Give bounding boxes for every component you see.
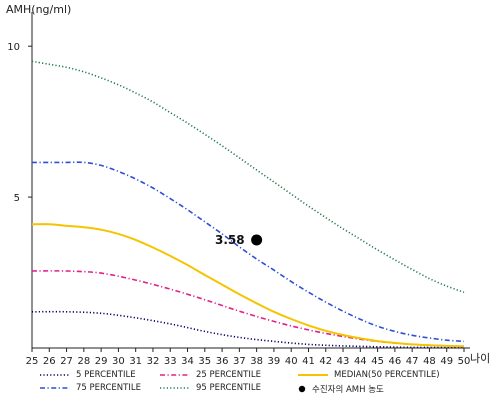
x-axis-title: 나이 (470, 352, 491, 365)
legend-item: 95 PERCENTILE (160, 383, 261, 393)
series-line-75-percentile (31, 161, 465, 343)
series-line-25-percentile (31, 270, 465, 348)
x-tick-label: 48 (423, 356, 436, 367)
x-tick-label: 35 (198, 356, 211, 367)
legend-swatch (298, 385, 306, 393)
x-tick-label: 31 (129, 356, 142, 367)
x-tick-label: 47 (406, 356, 419, 367)
legend-swatch (298, 374, 328, 376)
legend-item: 25 PERCENTILE (160, 370, 261, 380)
x-tick-label: 26 (43, 356, 56, 367)
x-tick-label: 28 (77, 356, 90, 367)
x-tick-label: 30 (112, 356, 125, 367)
x-tick-label: 41 (302, 356, 315, 367)
x-tick-label: 27 (60, 356, 73, 367)
x-tick-label: 46 (389, 356, 402, 367)
legend: 5 PERCENTILE 25 PERCENTILE MEDIAN(50 PERCE… (0, 370, 500, 400)
legend-label: MEDIAN(50 PERCENTILE) (334, 370, 440, 380)
legend-label: 5 PERCENTILE (76, 370, 136, 380)
patient-amh-point (251, 234, 263, 246)
legend-item: 5 PERCENTILE (40, 370, 136, 380)
x-tick-label: 39 (268, 356, 281, 367)
x-tick-label: 50 (458, 356, 471, 367)
x-tick-label: 40 (285, 356, 298, 367)
legend-swatch (40, 387, 70, 389)
series-line-5-percentile (31, 310, 465, 349)
x-tick-label: 32 (147, 356, 160, 367)
chart-axes: 5 10 25 26 27 28 29 30 31 32 33 34 35 36 37 38 39 40 41 42 4… (7, 12, 470, 367)
patient-amh-value: 3.58 (215, 233, 245, 247)
x-tick-label: 37 (233, 356, 246, 367)
x-tick-label: 42 (319, 356, 332, 367)
legend-swatch (160, 387, 190, 389)
legend-label: 75 PERCENTILE (76, 383, 141, 393)
x-tick-label: 33 (164, 356, 177, 367)
x-tick-label: 36 (216, 356, 229, 367)
x-tick-label: 43 (337, 356, 350, 367)
patient-marker: 3.58 (215, 233, 263, 247)
legend-label: 95 PERCENTILE (196, 383, 261, 393)
legend-item: 수진자의 AMH 농도 (298, 383, 384, 395)
legend-label: 수진자의 AMH 농도 (312, 385, 384, 395)
x-tick-label: 44 (354, 356, 367, 367)
legend-item: 75 PERCENTILE (40, 383, 141, 393)
x-tick-label: 29 (95, 356, 108, 367)
x-tick-label: 34 (181, 356, 194, 367)
x-tick-label: 49 (440, 356, 453, 367)
y-tick-label: 10 (7, 42, 20, 53)
y-tick-label: 5 (14, 193, 20, 204)
x-tick-label: 25 (26, 356, 39, 367)
x-tick-label: 45 (371, 356, 384, 367)
percentile-lines (31, 60, 465, 349)
legend-label: 25 PERCENTILE (196, 370, 261, 380)
legend-swatch (160, 374, 190, 376)
legend-swatch (40, 374, 70, 376)
series-line-median-50-percentile (31, 223, 465, 348)
y-axis-title: AMH(ng/ml) (6, 3, 72, 16)
series-line-95-percentile (31, 60, 465, 293)
legend-item: MEDIAN(50 PERCENTILE) (298, 370, 440, 380)
x-tick-label: 38 (250, 356, 263, 367)
